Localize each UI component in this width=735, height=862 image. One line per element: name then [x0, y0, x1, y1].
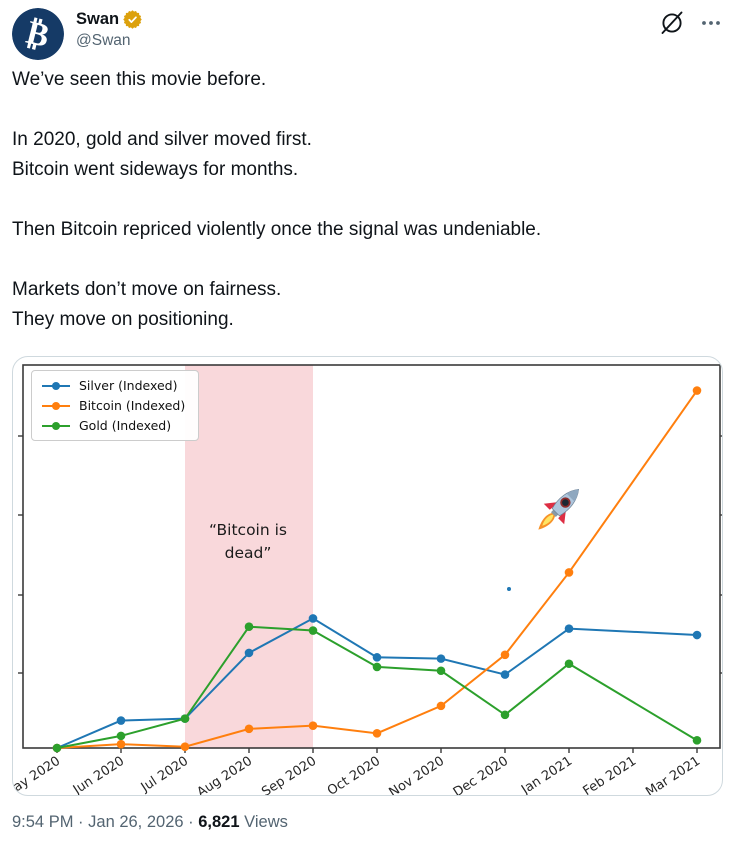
legend-item: Silver (Indexed) — [41, 378, 185, 393]
tweet-paragraph: In 2020, gold and silver moved first. Bit… — [12, 129, 312, 180]
legend-marker-icon — [42, 401, 70, 410]
series-line — [56, 389, 698, 749]
grok-icon[interactable] — [659, 10, 685, 36]
legend-label: Silver (Indexed) — [79, 378, 178, 393]
tweet-post: ₿ Swan @Swan We’ve — [12, 0, 723, 832]
x-tick-label: Jan 2021 — [518, 754, 575, 796]
post-header: ₿ Swan @Swan — [12, 0, 723, 60]
data-point — [500, 710, 510, 720]
data-point — [564, 568, 574, 577]
identity: Swan @Swan — [76, 10, 142, 50]
x-tick-label: Aug 2020 — [195, 754, 256, 796]
series-line — [56, 625, 698, 749]
legend-item: Bitcoin (Indexed) — [41, 398, 185, 413]
shaded-region-band — [185, 365, 313, 748]
data-point — [308, 614, 318, 623]
data-point — [436, 666, 446, 676]
avatar[interactable]: ₿ — [12, 8, 64, 60]
bitcoin-logo-icon: ₿ — [12, 8, 64, 60]
annotation-text: “Bitcoin is — [209, 521, 287, 539]
x-tick-label: Dec 2020 — [451, 754, 511, 796]
stray-scatter-dot — [507, 587, 511, 591]
x-tick-label: Feb 2021 — [580, 754, 639, 796]
data-point — [372, 662, 382, 672]
data-point — [692, 386, 702, 395]
header-actions — [659, 10, 723, 36]
post-meta: 9:54 PM · Jan 26, 2026 · 6,821 Views — [12, 813, 723, 832]
data-point — [244, 724, 254, 734]
post-date: Jan 26, 2026 — [88, 813, 184, 831]
data-point — [372, 653, 382, 662]
x-tick-label: Jun 2020 — [70, 754, 127, 796]
data-point — [308, 721, 318, 730]
line-chart: “Bitcoin is dead” May 2020 Jun 2020 Jul 2020… — [13, 364, 722, 796]
chart-attachment[interactable]: “Bitcoin is dead” May 2020 Jun 2020 Jul 2020… — [12, 356, 723, 796]
tweet-paragraph: We’ve seen this movie before. — [12, 69, 267, 90]
data-point — [500, 670, 510, 679]
data-point — [244, 622, 254, 632]
timestamp: 9:54 PM — [12, 813, 74, 831]
user-handle[interactable]: @Swan — [76, 32, 131, 49]
x-tick-label: Jul 2020 — [138, 754, 191, 796]
plot-frame — [22, 364, 721, 749]
views-label: Views — [244, 813, 288, 831]
data-point — [180, 714, 190, 723]
data-point — [116, 716, 126, 725]
separator: · — [78, 813, 84, 831]
chart-legend: Silver (Indexed) Bitcoin (Indexed) Gold … — [31, 370, 200, 441]
data-point — [52, 743, 62, 753]
separator: · — [188, 813, 194, 831]
data-point — [436, 701, 446, 711]
x-tick-label: Oct 2020 — [325, 754, 383, 796]
data-point — [436, 654, 446, 663]
gold-verified-badge-icon — [123, 10, 142, 29]
data-point — [180, 742, 190, 752]
data-point — [308, 626, 318, 635]
series-line — [56, 617, 698, 749]
x-tick-label: May 2020 — [13, 754, 63, 796]
data-point — [116, 739, 126, 749]
legend-label: Bitcoin (Indexed) — [79, 398, 186, 413]
more-options-icon[interactable] — [699, 11, 723, 35]
data-point — [564, 659, 574, 669]
views-count: 6,821 — [198, 813, 240, 831]
display-name[interactable]: Swan — [76, 10, 120, 28]
tweet-paragraph: Markets don’t move on fairness. They move… — [12, 279, 282, 330]
rocket-emoji — [538, 488, 580, 530]
x-tick-label: Sep 2020 — [259, 754, 319, 796]
annotation-text: dead” — [225, 544, 272, 562]
data-point — [372, 729, 382, 738]
legend-label: Gold (Indexed) — [79, 418, 172, 433]
data-point — [244, 648, 254, 658]
legend-marker-icon — [42, 381, 70, 390]
data-point — [692, 736, 702, 745]
data-point — [116, 731, 126, 741]
data-point — [564, 624, 574, 633]
tweet-paragraph: Then Bitcoin repriced violently once the… — [12, 219, 542, 240]
data-point — [500, 650, 510, 660]
legend-marker-icon — [42, 421, 70, 430]
tweet-text: We’ve seen this movie before. In 2020, go… — [12, 65, 723, 335]
data-point — [692, 630, 702, 640]
x-tick-label: Nov 2020 — [387, 754, 448, 796]
x-tick-label: Mar 2021 — [643, 754, 703, 796]
legend-item: Gold (Indexed) — [41, 418, 185, 433]
